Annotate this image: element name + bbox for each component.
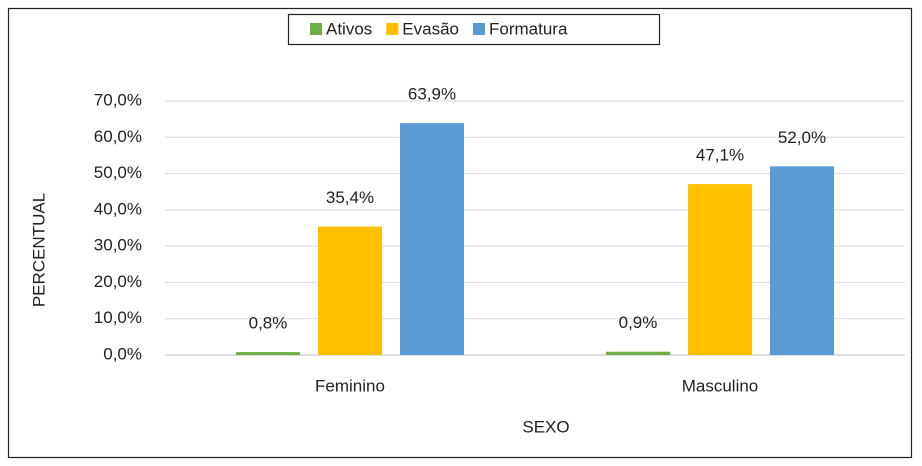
legend-label: Formatura bbox=[489, 19, 568, 38]
legend-swatch bbox=[386, 23, 399, 35]
legend-label: Ativos bbox=[326, 19, 372, 38]
bar bbox=[318, 226, 382, 355]
y-tick-label: 0,0% bbox=[103, 344, 142, 363]
bar bbox=[400, 123, 464, 356]
y-tick-label: 50,0% bbox=[94, 163, 142, 182]
bar bbox=[236, 352, 300, 355]
value-label: 63,9% bbox=[408, 85, 456, 104]
value-label: 35,4% bbox=[326, 188, 374, 207]
bar bbox=[688, 184, 752, 355]
y-tick-label: 40,0% bbox=[94, 199, 142, 218]
value-label: 0,9% bbox=[619, 313, 658, 332]
y-tick-label: 20,0% bbox=[94, 272, 142, 291]
bar bbox=[770, 166, 834, 355]
value-label: 0,8% bbox=[249, 314, 288, 333]
legend-label: Evasão bbox=[402, 19, 459, 38]
bar bbox=[606, 351, 670, 355]
y-tick-label: 60,0% bbox=[94, 127, 142, 146]
y-axis-title: PERCENTUAL bbox=[29, 193, 48, 307]
value-label: 52,0% bbox=[778, 128, 826, 147]
legend-swatch bbox=[473, 23, 485, 35]
value-label: 47,1% bbox=[696, 146, 744, 165]
y-tick-label: 30,0% bbox=[94, 236, 142, 255]
x-tick-label: Masculino bbox=[682, 376, 759, 395]
legend-swatch bbox=[310, 23, 322, 35]
y-tick-label: 70,0% bbox=[94, 90, 142, 109]
x-axis-title: SEXO bbox=[522, 417, 569, 436]
x-tick-label: Feminino bbox=[315, 376, 385, 395]
y-tick-label: 10,0% bbox=[94, 308, 142, 327]
